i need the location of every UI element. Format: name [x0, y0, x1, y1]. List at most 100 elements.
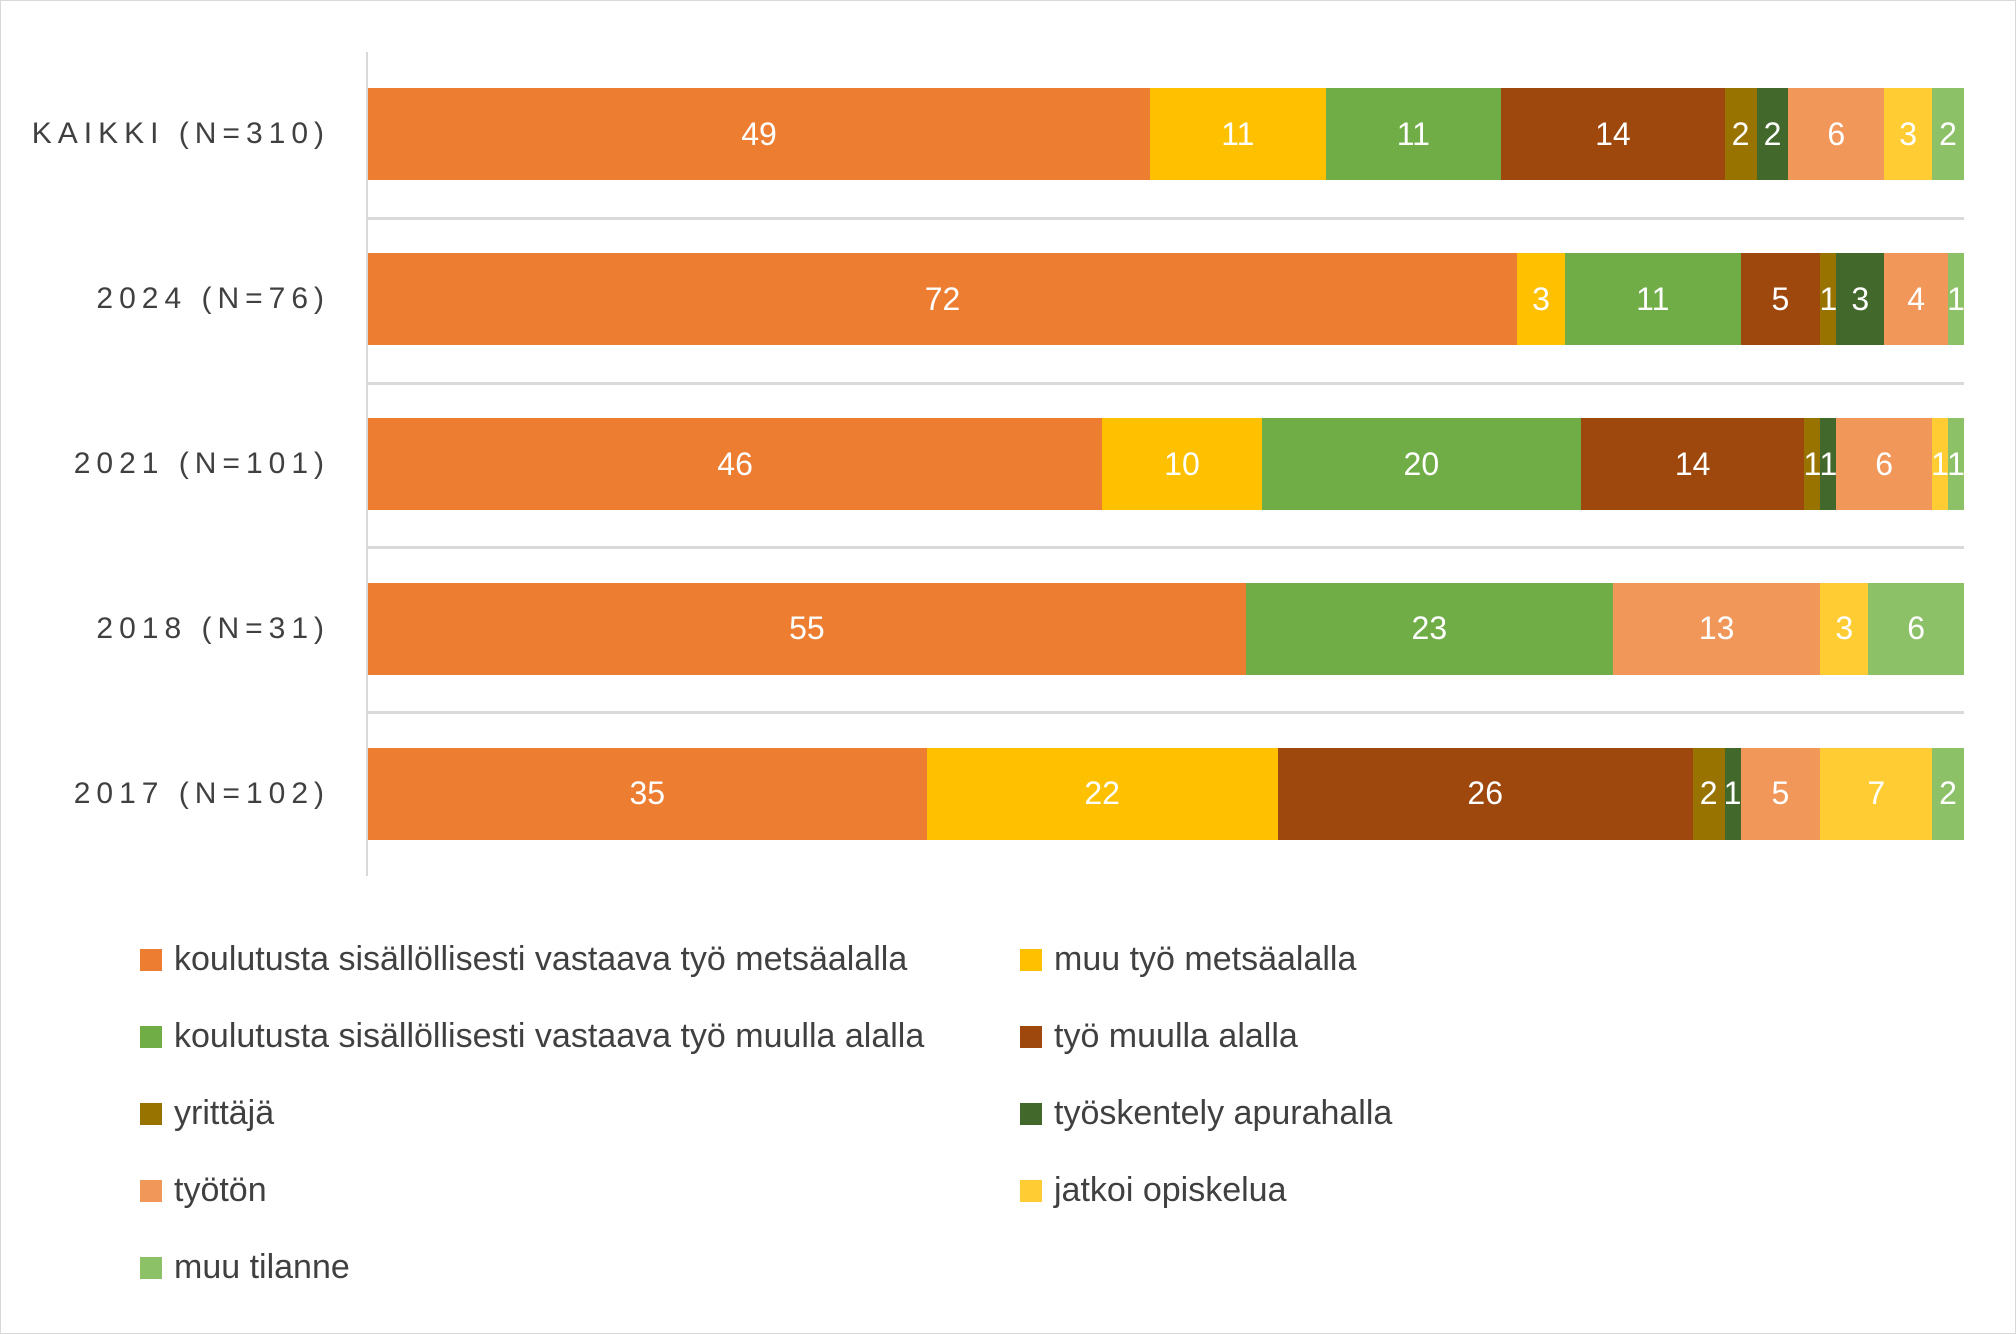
bar-segment: 3 — [1884, 88, 1933, 181]
bar-segment: 11 — [1150, 88, 1326, 181]
legend-swatch — [1020, 1179, 1042, 1202]
gridline — [368, 546, 1964, 550]
data-label: 11 — [1221, 115, 1255, 152]
bar-segment: 11 — [1325, 88, 1502, 181]
category-label: 2018 (N=31) — [96, 611, 330, 645]
bar-segment: 49 — [368, 88, 1151, 181]
data-label: 49 — [741, 115, 777, 152]
data-label: 11 — [1396, 115, 1430, 152]
legend-swatch — [1020, 1025, 1042, 1048]
bar-segment: 26 — [1277, 747, 1693, 840]
legend-item: työskentely apurahalla — [1020, 1094, 1392, 1133]
data-label: 6 — [1907, 610, 1925, 647]
data-label: 10 — [1164, 445, 1200, 482]
legend-label: työtön — [174, 1171, 267, 1209]
data-label: 1 — [1803, 445, 1822, 482]
category-label: 2017 (N=102) — [73, 776, 330, 810]
data-label: 6 — [1875, 445, 1894, 482]
data-label: 1 — [1947, 280, 1965, 317]
data-label: 1 — [1819, 445, 1838, 482]
bar-segment: 6 — [1868, 582, 1964, 675]
bar-segment: 4 — [1884, 253, 1949, 346]
data-label: 1 — [1931, 445, 1949, 482]
data-label: 20 — [1403, 445, 1440, 482]
bar-segment: 1 — [1947, 418, 1965, 510]
data-label: 22 — [1084, 775, 1120, 812]
bar-segment: 22 — [926, 747, 1278, 840]
bar-segment: 1 — [1931, 418, 1949, 510]
bar-segment: 2 — [1756, 88, 1789, 181]
gridline — [368, 711, 1964, 715]
bar-segment: 46 — [368, 418, 1103, 510]
legend-item: jatkoi opiskelua — [1020, 1171, 1286, 1210]
data-label: 1 — [1819, 280, 1838, 317]
bar-segment: 1 — [1819, 418, 1838, 510]
bar-segment: 3 — [1517, 253, 1565, 346]
bar-segment: 2 — [1724, 88, 1757, 181]
bar-segment: 1 — [1803, 418, 1822, 510]
legend-item: koulutusta sisällöllisesti vastaava työ … — [140, 1017, 924, 1056]
data-label: 14 — [1674, 445, 1711, 482]
bar-segment: 3 — [1820, 582, 1869, 675]
gridline — [368, 381, 1964, 385]
data-label: 1 — [1947, 445, 1965, 482]
data-label: 5 — [1771, 775, 1790, 812]
bar-segment: 3 — [1836, 253, 1885, 346]
bar-segment: 55 — [368, 582, 1246, 675]
bar-segment: 72 — [368, 253, 1518, 346]
bar-segment: 1 — [1947, 253, 1965, 346]
bar-segment: 5 — [1740, 747, 1821, 840]
data-label: 2 — [1731, 115, 1750, 152]
legend-label: koulutusta sisällöllisesti vastaava työ … — [174, 1017, 925, 1055]
legend-label: työskentely apurahalla — [1054, 1094, 1393, 1132]
legend-label: muu tilanne — [174, 1248, 350, 1286]
bar-segment: 23 — [1245, 582, 1613, 675]
legend-item: koulutusta sisällöllisesti vastaava työ … — [140, 940, 907, 979]
legend-label: muu työ metsäalalla — [1054, 940, 1357, 978]
bar-segment: 11 — [1565, 253, 1741, 346]
legend-swatch — [140, 1102, 162, 1125]
data-label: 4 — [1907, 280, 1925, 317]
legend-item: muu tilanne — [140, 1248, 350, 1287]
bar-segment: 14 — [1580, 418, 1805, 510]
legend-swatch — [140, 1256, 162, 1279]
data-label: 2 — [1699, 775, 1718, 812]
legend-swatch — [1020, 1102, 1042, 1125]
bar-segment: 20 — [1261, 418, 1581, 510]
data-label: 46 — [717, 445, 753, 482]
legend-label: yrittäjä — [174, 1094, 275, 1132]
bar-segment: 5 — [1740, 253, 1821, 346]
bar-segment: 14 — [1501, 88, 1725, 181]
data-label: 2 — [1763, 115, 1782, 152]
bar-segment: 7 — [1820, 747, 1933, 840]
data-label: 2 — [1939, 775, 1957, 812]
data-label: 3 — [1851, 280, 1870, 317]
data-label: 2 — [1939, 115, 1957, 152]
legend-item: työtön — [140, 1171, 267, 1210]
category-label: 2024 (N=76) — [96, 282, 330, 316]
data-label: 3 — [1835, 610, 1854, 647]
data-label: 26 — [1467, 775, 1503, 812]
legend-label: koulutusta sisällöllisesti vastaava työ … — [174, 940, 908, 978]
bar-segment: 10 — [1102, 418, 1262, 510]
bar-segment: 35 — [368, 747, 927, 840]
data-label: 72 — [924, 280, 961, 317]
legend-swatch — [140, 948, 162, 971]
bar-segment: 13 — [1612, 582, 1821, 675]
bar-segment: 2 — [1692, 747, 1725, 840]
data-label: 5 — [1771, 280, 1790, 317]
legend-item: yrittäjä — [140, 1094, 274, 1133]
category-label: 2021 (N=101) — [73, 447, 330, 480]
bar-segment: 1 — [1724, 747, 1741, 840]
gridline — [368, 216, 1964, 220]
category-axis-line — [366, 52, 368, 876]
data-label: 7 — [1867, 775, 1886, 812]
category-label: KAIKKI (N=310) — [31, 117, 330, 151]
legend-label: jatkoi opiskelua — [1054, 1171, 1287, 1209]
data-label: 55 — [789, 610, 825, 647]
bar-segment: 6 — [1788, 88, 1885, 181]
legend-label: työ muulla alalla — [1054, 1017, 1298, 1055]
legend-swatch — [140, 1179, 162, 1202]
legend-item: muu työ metsäalalla — [1020, 940, 1356, 979]
legend-item: työ muulla alalla — [1020, 1017, 1298, 1056]
